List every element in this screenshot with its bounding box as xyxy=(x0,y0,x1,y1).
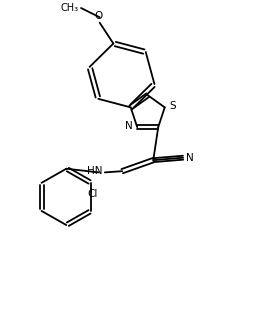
Text: HN: HN xyxy=(87,166,102,176)
Text: Cl: Cl xyxy=(87,189,98,199)
Text: N: N xyxy=(125,121,133,131)
Text: CH₃: CH₃ xyxy=(61,3,79,13)
Text: N: N xyxy=(186,153,194,163)
Text: O: O xyxy=(94,11,103,21)
Text: S: S xyxy=(169,101,176,111)
